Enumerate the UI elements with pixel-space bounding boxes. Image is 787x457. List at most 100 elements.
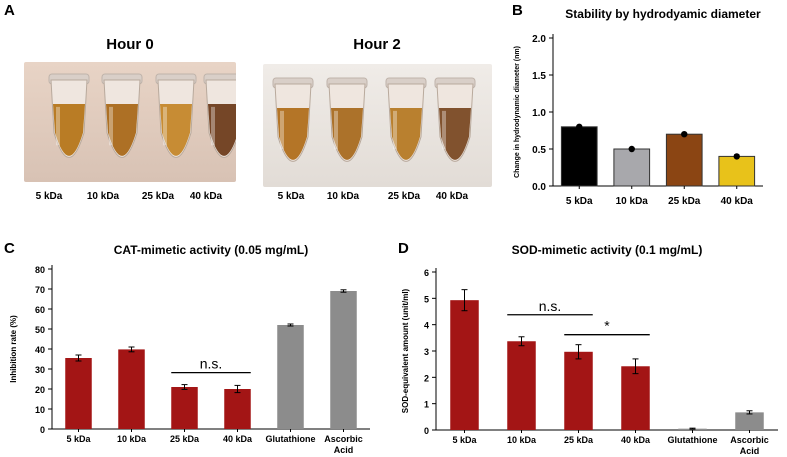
- y-tick-label: 1.0: [532, 108, 546, 119]
- y-tick-label: 0: [40, 425, 45, 435]
- bar-25-kda: [564, 351, 593, 430]
- data-point: [628, 145, 635, 153]
- data-point: [576, 123, 583, 130]
- chart-C-plot: CAT-mimetic activity (0.05 mg/mL) Inhibit…: [9, 243, 370, 455]
- tube-liquid: [160, 104, 192, 156]
- tube-label-h2-5kda: 5 kDa: [277, 191, 305, 202]
- x-tick-label-ascorbic-acid: Ascorbic Acid: [730, 435, 769, 456]
- chart-D-plot: SOD-mimetic activity (0.1 mg/mL) SOD-equi…: [401, 243, 778, 456]
- bar-5-kda: [65, 358, 92, 429]
- y-tick-label: 3: [424, 347, 429, 357]
- bar-5-kda: [450, 300, 479, 430]
- tube-highlight: [163, 106, 167, 146]
- x-tick-label-40-kda: 40 kDa: [721, 196, 754, 207]
- panel-d-letter: D: [398, 240, 409, 257]
- tube-label-h0-10kda: 10 kDa: [86, 191, 120, 202]
- y-tick-label: 1.5: [532, 71, 546, 82]
- y-tick-label: 10: [35, 405, 45, 415]
- significance-label: n.s.: [539, 298, 562, 314]
- y-axis-label: SOD-equivalent amount (unit/ml): [401, 288, 410, 413]
- x-tick-label-25-kda: 25 kDa: [170, 434, 200, 444]
- tube-liquid: [277, 108, 309, 160]
- panel-a-letter: A: [4, 2, 15, 19]
- tube-liquid: [106, 104, 138, 156]
- chart-B-plot: Stability by hydrodyamic diameter Change …: [514, 7, 763, 207]
- y-tick-label: 4: [424, 321, 429, 331]
- y-tick-label: 2.0: [532, 34, 546, 45]
- y-tick-label: 60: [35, 305, 45, 315]
- x-tick-label-5-kda: 5 kDa: [566, 196, 593, 207]
- y-axis-label: Inhibition rate (%): [9, 315, 18, 383]
- bar-glutathione: [277, 325, 304, 429]
- y-tick-label: 0.5: [532, 145, 546, 156]
- tube-label-h0-25kda: 25 kDa: [141, 191, 175, 202]
- bar-25-kda: [665, 133, 703, 187]
- tube-highlight: [211, 106, 215, 146]
- x-tick-label-ascorbic-acid: Ascorbic Acid: [324, 434, 363, 455]
- y-tick-label: 40: [35, 345, 45, 355]
- data-point: [733, 153, 740, 160]
- y-tick-label: 6: [424, 268, 429, 278]
- y-tick-label: 5: [424, 294, 429, 304]
- tube-highlight: [109, 106, 113, 146]
- chart-title: SOD-mimetic activity (0.1 mg/mL): [512, 243, 703, 257]
- x-tick-label-10-kda: 10 kDa: [117, 434, 147, 444]
- photo-hour-0: [24, 62, 236, 182]
- chart-title: Stability by hydrodyamic diameter: [565, 7, 761, 21]
- bar-5-kda: [560, 126, 598, 187]
- bar-10-kda: [118, 349, 145, 429]
- tube-liquid: [331, 108, 363, 160]
- tube-liquid: [390, 108, 422, 160]
- x-tick-label-40-kda: 40 kDa: [223, 434, 253, 444]
- photo-title-hour-2: Hour 2: [353, 36, 401, 53]
- bar-40-kda: [621, 366, 650, 430]
- x-tick-label-25-kda: 25 kDa: [668, 196, 701, 207]
- bar-10-kda: [507, 341, 536, 430]
- y-tick-label: 2: [424, 373, 429, 383]
- y-axis-label: Change in hydrodynamic diameter (nm): [514, 46, 521, 178]
- y-tick-label: 80: [35, 265, 45, 275]
- bar-ascorbic-acid: [330, 291, 357, 429]
- tube-label-h2-10kda: 10 kDa: [326, 191, 360, 202]
- bar-25-kda: [171, 387, 198, 429]
- tube-highlight: [56, 106, 60, 146]
- bar-10-kda: [613, 148, 651, 187]
- tube-label-h2-25kda: 25 kDa: [387, 191, 421, 202]
- y-tick-label: 0.0: [532, 182, 546, 193]
- tube-highlight: [442, 110, 446, 150]
- x-tick-label-10-kda: 10 kDa: [507, 435, 537, 445]
- significance-label: *: [604, 318, 610, 334]
- y-tick-label: 20: [35, 385, 45, 395]
- tube-label-h0-40kda: 40 kDa: [189, 191, 223, 202]
- significance-label: n.s.: [200, 356, 223, 372]
- x-tick-label-glutathione: Glutathione: [668, 435, 718, 445]
- photo-title-hour-0: Hour 0: [106, 36, 154, 53]
- tube-label-h0-5kda: 5 kDa: [35, 191, 63, 202]
- y-tick-label: 1: [424, 400, 429, 410]
- x-tick-label-40-kda: 40 kDa: [621, 435, 651, 445]
- tube-label-h2-40kda: 40 kDa: [435, 191, 469, 202]
- x-tick-label-10-kda: 10 kDa: [616, 196, 649, 207]
- x-tick-label-25-kda: 25 kDa: [564, 435, 594, 445]
- panel-c-letter: C: [4, 240, 15, 257]
- chart-d-sod-activity: SOD-mimetic activity (0.1 mg/mL) SOD-equi…: [401, 243, 778, 456]
- x-tick-label-glutathione: Glutathione: [266, 434, 316, 444]
- bar-ascorbic-acid: [735, 412, 764, 430]
- tube-highlight: [393, 110, 397, 150]
- y-tick-label: 70: [35, 285, 45, 295]
- tube-liquid: [208, 104, 236, 156]
- photo-hour-2: [263, 64, 492, 187]
- chart-b-stability: Stability by hydrodyamic diameter Change …: [514, 7, 763, 207]
- data-point: [681, 131, 688, 138]
- x-tick-label-5-kda: 5 kDa: [452, 435, 477, 445]
- panel-b-letter: B: [512, 2, 523, 19]
- tube-highlight: [334, 110, 338, 150]
- tube-liquid: [53, 104, 85, 156]
- y-tick-label: 50: [35, 325, 45, 335]
- bar-40-kda: [718, 155, 756, 187]
- y-tick-label: 30: [35, 365, 45, 375]
- chart-title: CAT-mimetic activity (0.05 mg/mL): [114, 243, 309, 257]
- y-tick-label: 0: [424, 426, 429, 436]
- chart-c-cat-activity: CAT-mimetic activity (0.05 mg/mL) Inhibit…: [9, 243, 370, 455]
- bar-40-kda: [224, 389, 251, 429]
